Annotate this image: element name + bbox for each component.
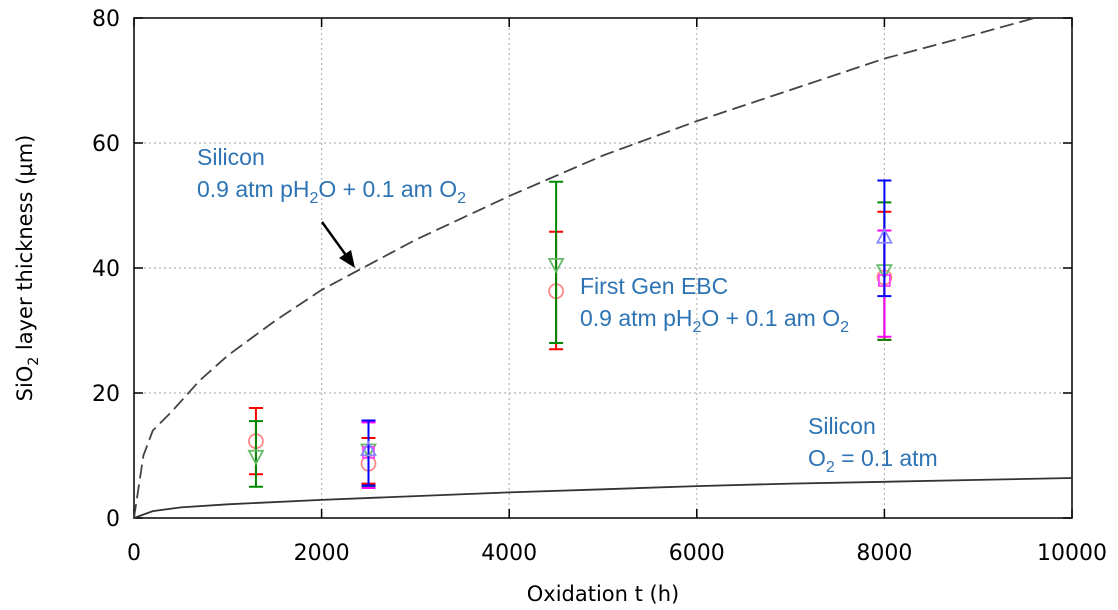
axis-ticks: 0 2000 4000 6000 8000 10000 0 20 40 60 80 bbox=[92, 7, 1107, 566]
x-tick-label: 2000 bbox=[294, 541, 350, 566]
x-tick-label: 10000 bbox=[1037, 541, 1107, 566]
marker-triangle-up bbox=[875, 227, 893, 244]
annotation-silicon-dry: Silicon O2 = 0.1 atm bbox=[808, 413, 938, 476]
x-axis-title: Oxidation t (h) bbox=[527, 582, 680, 606]
marker-triangle-down bbox=[547, 257, 565, 274]
curves bbox=[133, 17, 1073, 519]
y-tick-label: 80 bbox=[92, 7, 120, 32]
data-point bbox=[359, 419, 378, 487]
data-point bbox=[247, 420, 265, 488]
curve-silicon-dry bbox=[133, 477, 1073, 519]
curve-silicon-wet bbox=[133, 17, 1035, 519]
marker-triangle-down bbox=[247, 449, 265, 466]
annotation-arrow bbox=[320, 221, 355, 268]
y-tick-label: 60 bbox=[92, 132, 120, 157]
data-point bbox=[547, 180, 565, 344]
data-points bbox=[247, 179, 893, 489]
marker-triangle-up bbox=[359, 440, 378, 457]
x-tick-label: 8000 bbox=[856, 541, 912, 566]
y-tick-label: 20 bbox=[92, 382, 120, 407]
annotation-first-gen-ebc: First Gen EBC 0.9 atm pH2O + 0.1 am O2 bbox=[580, 273, 849, 336]
grid bbox=[134, 18, 1072, 518]
x-tick-label: 6000 bbox=[669, 541, 725, 566]
x-tick-label: 4000 bbox=[481, 541, 537, 566]
y-tick-label: 40 bbox=[92, 257, 120, 282]
y-axis-title: SiO2 layer thickness (µm) bbox=[13, 135, 42, 402]
y-tick-label: 0 bbox=[106, 507, 120, 532]
x-tick-label: 0 bbox=[127, 541, 141, 566]
data-point bbox=[875, 179, 893, 298]
annotation-silicon-wet: Silicon 0.9 atm pH2O + 0.1 am O2 bbox=[197, 144, 466, 207]
